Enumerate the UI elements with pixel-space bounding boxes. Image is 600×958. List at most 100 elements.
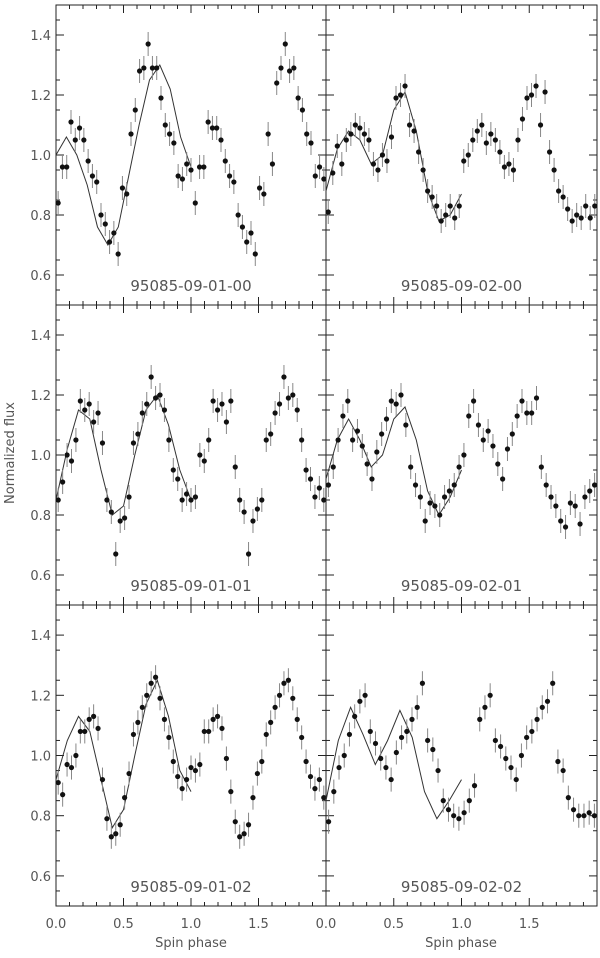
data-point [192, 200, 198, 206]
data-point [574, 212, 580, 218]
panel-label: 95085-09-01-01 [130, 577, 251, 595]
data-point [179, 786, 185, 792]
data-point [265, 131, 271, 137]
data-point [339, 161, 345, 167]
data-point [528, 92, 535, 98]
data-point [68, 119, 74, 125]
data-point [533, 83, 539, 89]
data-point [402, 83, 408, 89]
data-point [161, 716, 168, 722]
fit-curve [55, 678, 192, 829]
data-point [500, 476, 506, 482]
data-point [543, 482, 549, 488]
data-point [166, 734, 172, 741]
data-point [86, 401, 92, 407]
data-point [515, 137, 521, 143]
fit-curve [325, 90, 462, 222]
y-tick-label: 0.6 [30, 269, 51, 284]
data-point [397, 92, 404, 98]
data-point [135, 431, 141, 437]
data-point [567, 500, 573, 506]
data-point [141, 65, 147, 71]
data-point [307, 476, 314, 482]
x-tick-label: 1.5 [519, 917, 540, 932]
data-point [316, 776, 322, 783]
data-point [470, 398, 477, 404]
data-point [94, 179, 100, 185]
data-point [456, 464, 462, 470]
data-point [248, 230, 254, 236]
data-point [316, 485, 322, 491]
data-point [359, 443, 365, 449]
data-point [132, 107, 138, 113]
data-point [372, 740, 379, 747]
data-point [508, 764, 514, 771]
data-point [321, 497, 327, 503]
data-point [139, 410, 145, 416]
data-point [388, 776, 394, 783]
data-point [108, 834, 114, 840]
data-point [192, 767, 199, 774]
data-point [304, 131, 310, 137]
data-point [219, 401, 225, 407]
data-point [519, 398, 525, 404]
data-point [197, 452, 203, 458]
y-axis-label: Normalized flux [3, 402, 18, 504]
panel-frame [325, 604, 598, 907]
data-point [544, 698, 551, 704]
data-point [447, 203, 453, 209]
x-tick-label: 0.0 [316, 917, 337, 932]
data-point [218, 137, 224, 143]
data-point [582, 494, 588, 500]
y-tick-label: 0.6 [30, 870, 51, 885]
data-point [388, 398, 394, 404]
data-point [429, 194, 435, 200]
data-point [64, 164, 70, 170]
data-point [175, 773, 181, 780]
data-point [471, 783, 478, 789]
data-point [219, 725, 225, 732]
data-point [443, 212, 449, 218]
data-point [369, 476, 375, 482]
data-point [237, 834, 243, 840]
data-point [434, 203, 440, 209]
data-point [184, 161, 190, 167]
data-point [465, 152, 471, 158]
panel-95085-09-02-02: 0.0 0.5 1.0 1.5 95085-09-02-02 [316, 604, 598, 932]
data-point [480, 437, 486, 443]
data-point [533, 395, 540, 401]
data-point [475, 422, 482, 428]
data-point [558, 518, 564, 524]
data-point [488, 131, 494, 137]
data-point [367, 728, 373, 735]
data-point [91, 713, 97, 719]
data-point [422, 518, 428, 524]
data-point [581, 813, 587, 819]
data-point [461, 810, 467, 816]
data-point [412, 482, 419, 488]
data-point [514, 413, 520, 419]
data-point [341, 752, 347, 759]
data-point [291, 65, 297, 71]
data-point [479, 122, 485, 128]
data-point [350, 437, 356, 443]
data-point [398, 734, 405, 741]
data-point [285, 677, 291, 683]
data-point [241, 509, 247, 515]
data-point [158, 95, 164, 101]
data-point [537, 122, 544, 128]
data-point [432, 503, 438, 509]
data-point [366, 137, 372, 143]
data-point [495, 461, 501, 467]
data-point [117, 518, 123, 524]
data-point [384, 158, 390, 164]
data-point [492, 137, 498, 143]
data-point [325, 482, 332, 488]
data-point [130, 440, 137, 446]
data-point [91, 419, 97, 425]
fit-curve [55, 393, 192, 516]
data-point [330, 464, 336, 470]
data-point [135, 719, 141, 725]
data-point [214, 713, 221, 719]
data-point [166, 437, 172, 443]
